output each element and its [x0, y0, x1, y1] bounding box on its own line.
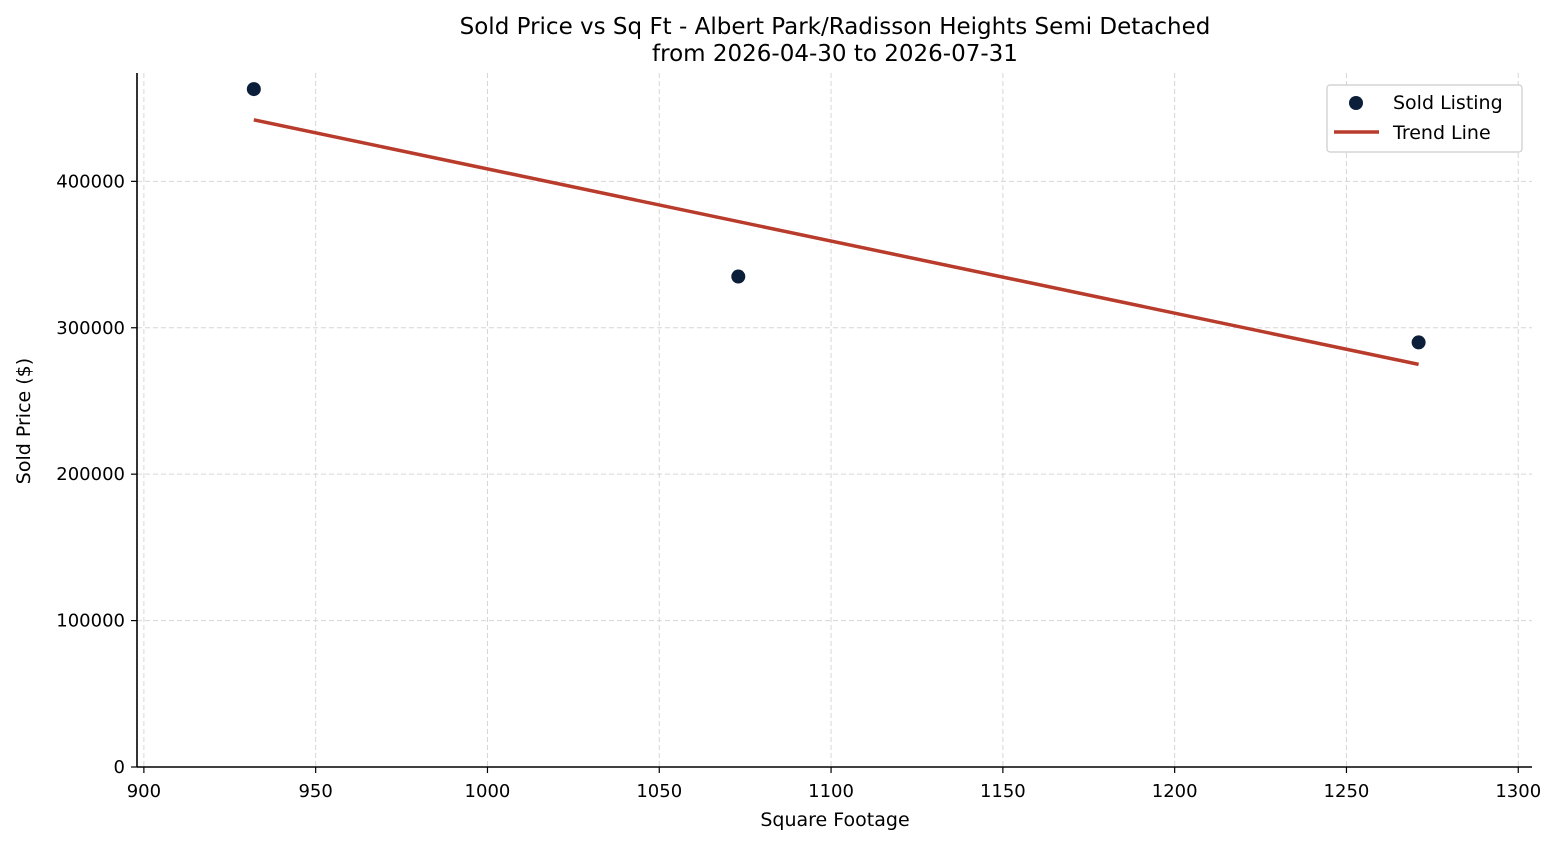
y-tick-label: 200000 — [56, 464, 125, 485]
y-tick-label: 100000 — [56, 611, 125, 632]
x-tick-label: 950 — [298, 781, 332, 802]
gridlines — [137, 73, 1532, 767]
trend-line-series — [253, 118, 1419, 367]
x-tick-label: 1300 — [1495, 781, 1541, 802]
chart-title: Sold Price vs Sq Ft - Albert Park/Radiss… — [460, 14, 1211, 40]
legend-scatter-marker — [1349, 96, 1363, 110]
trend-line — [253, 118, 1419, 367]
data-point — [1411, 335, 1426, 350]
legend: Sold Listing Trend Line — [1326, 84, 1523, 153]
x-tick-label: 1200 — [1152, 781, 1198, 802]
y-tick-label: 400000 — [56, 171, 125, 192]
data-point — [246, 82, 261, 97]
x-tick-label: 1150 — [980, 781, 1026, 802]
scatter-points — [246, 82, 1426, 350]
chart-subtitle: from 2026-04-30 to 2026-07-31 — [652, 41, 1018, 67]
x-tick-label: 1250 — [1324, 781, 1370, 802]
y-tick-label: 0 — [114, 757, 125, 778]
x-tick-label: 900 — [127, 781, 161, 802]
legend-label-sold-listing: Sold Listing — [1393, 92, 1503, 114]
x-axis-label: Square Footage — [760, 809, 909, 831]
y-tick-label: 300000 — [56, 318, 125, 339]
axes — [131, 73, 1532, 773]
x-tick-label: 1000 — [465, 781, 511, 802]
legend-box — [1326, 84, 1523, 153]
data-point — [731, 269, 746, 284]
tick-labels: 900 950 1000 1050 1100 1150 1200 1250 1300 0 10000… — [56, 171, 1541, 802]
x-tick-label: 1100 — [808, 781, 854, 802]
legend-label-trend-line: Trend Line — [1392, 122, 1491, 144]
y-axis-label: Sold Price ($) — [13, 358, 35, 484]
x-tick-label: 1050 — [636, 781, 682, 802]
